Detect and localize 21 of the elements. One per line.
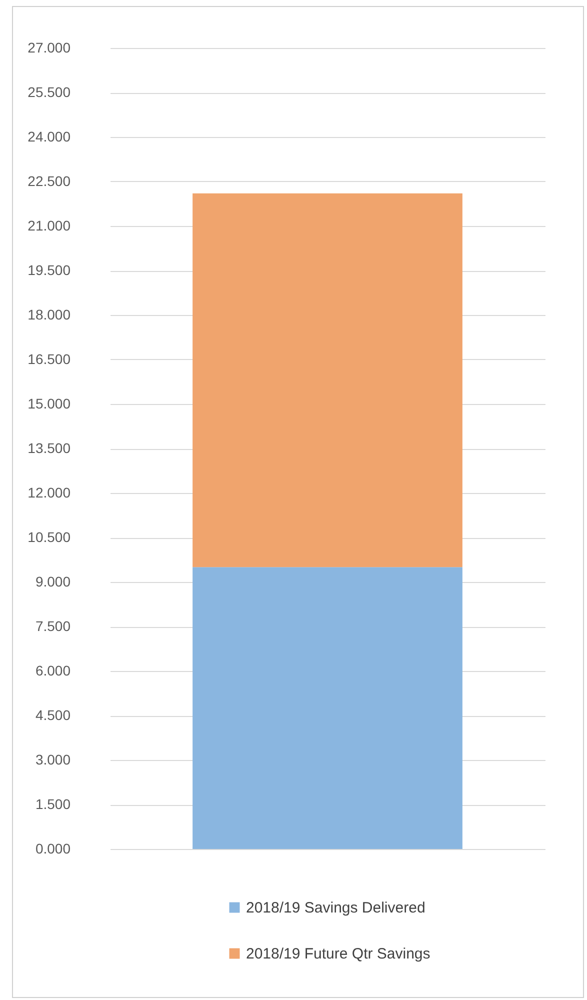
y-tick-label: 10.500 xyxy=(28,529,71,545)
y-tick-label: 6.000 xyxy=(35,662,71,678)
y-tick-label: 12.000 xyxy=(28,484,71,500)
y-tick-label: 27.000 xyxy=(28,40,71,56)
y-tick-label: 1.500 xyxy=(35,796,71,812)
y-tick-label: 0.000 xyxy=(35,840,71,856)
y-tick-label: 22.500 xyxy=(28,173,71,189)
legend-label: 2018/19 Future Qtr Savings xyxy=(246,946,430,962)
y-tick-label: 15.000 xyxy=(28,396,71,412)
y-tick-label: 19.500 xyxy=(28,262,71,278)
y-tick-label: 21.000 xyxy=(28,218,71,234)
y-tick-label: 18.000 xyxy=(28,306,71,322)
legend-label: 2018/19 Savings Delivered xyxy=(246,900,426,916)
y-tick-label: 9.000 xyxy=(35,574,71,590)
y-tick-label: 16.500 xyxy=(28,351,71,367)
y-tick-label: 13.500 xyxy=(28,440,71,456)
y-tick-label: 4.500 xyxy=(35,707,71,723)
y-tick-label: 24.000 xyxy=(28,128,71,144)
y-tick-label: 3.000 xyxy=(35,752,71,768)
y-tick-label: 7.500 xyxy=(35,618,71,634)
y-tick-label: 25.500 xyxy=(28,84,71,100)
